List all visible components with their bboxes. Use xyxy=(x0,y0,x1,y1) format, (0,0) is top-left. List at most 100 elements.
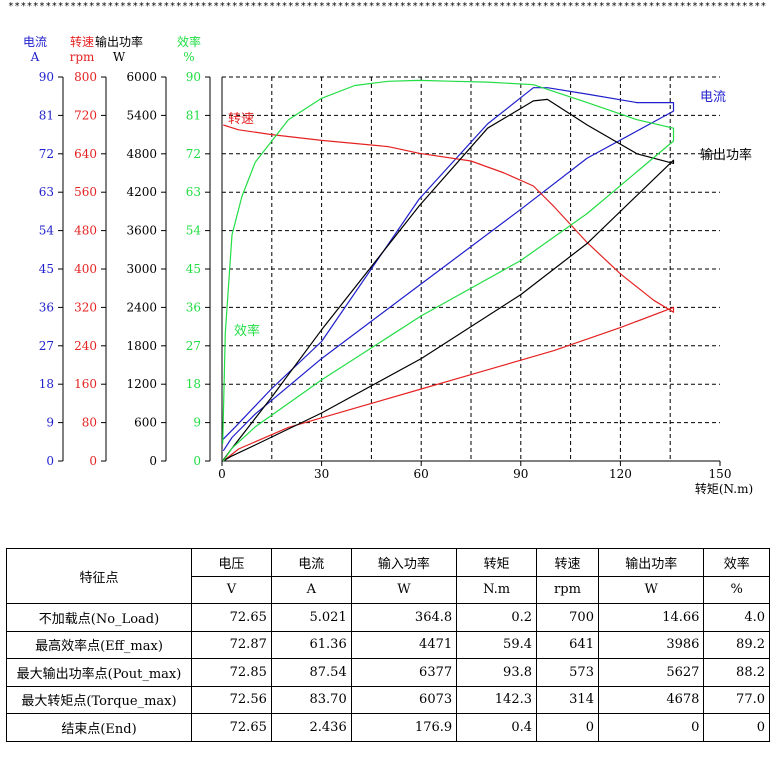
cell-speed: 700 xyxy=(536,603,599,632)
x-axis-title: 转矩(N.m) xyxy=(695,481,753,496)
y-tick-label: 0 xyxy=(46,454,54,468)
cell-voltage: 72.65 xyxy=(191,603,272,632)
cell-voltage: 72.65 xyxy=(191,713,272,742)
series-line-0 xyxy=(222,87,675,452)
chart-grid xyxy=(222,76,720,461)
cell-torque: 59.4 xyxy=(456,630,537,659)
cell-voltage: 72.87 xyxy=(191,630,272,659)
y-axis-unit: rpm xyxy=(70,50,95,64)
y-tick-label: 18 xyxy=(186,377,201,391)
cell-torque: 0.4 xyxy=(456,713,537,742)
cell-torque: 142.3 xyxy=(456,685,537,714)
y-axis-name: 效率 xyxy=(177,34,201,49)
y-tick-label: 54 xyxy=(39,224,55,238)
header-torque: 转矩 xyxy=(456,548,537,577)
cell-output-power: 14.66 xyxy=(597,603,705,632)
unit-efficiency: % xyxy=(703,575,770,604)
y-tick-label: 36 xyxy=(39,300,54,314)
series-line-3 xyxy=(222,79,675,462)
y-tick-label: 90 xyxy=(39,70,54,84)
y-tick-label: 27 xyxy=(186,339,201,353)
cell-efficiency: 4.0 xyxy=(703,603,770,632)
y-tick-label: 45 xyxy=(39,262,54,276)
y-tick-label: 80 xyxy=(82,416,97,430)
table-row: 最大输出功率点(Pout_max) 72.85 87.54 6377 93.8 … xyxy=(6,658,770,687)
table-row: 最高效率点(Eff_max) 72.87 61.36 4471 59.4 641… xyxy=(6,630,770,659)
cell-current: 5.021 xyxy=(270,603,352,632)
unit-input-power: W xyxy=(350,575,458,604)
y-tick-label: 63 xyxy=(186,185,201,199)
y-tick-label: 81 xyxy=(186,108,201,122)
series-line-2 xyxy=(222,98,675,462)
y-tick-label: 480 xyxy=(74,224,97,238)
header-voltage: 电压 xyxy=(191,548,272,577)
cell-voltage: 72.85 xyxy=(191,658,272,687)
cell-torque: 0.2 xyxy=(456,603,537,632)
y-tick-label: 240 xyxy=(74,339,97,353)
unit-torque: N.m xyxy=(456,575,537,604)
cell-efficiency: 0 xyxy=(703,713,770,742)
y-tick-label: 6000 xyxy=(126,70,157,84)
y-tick-label: 560 xyxy=(74,185,97,199)
cell-input-power: 4471 xyxy=(350,630,458,659)
y-tick-label: 63 xyxy=(39,185,54,199)
y-tick-label: 5400 xyxy=(126,108,157,122)
table-row: 最大转矩点(Torque_max) 72.56 83.70 6073 142.3… xyxy=(6,685,770,714)
unit-voltage: V xyxy=(191,575,272,604)
y-tick-label: 2400 xyxy=(126,300,157,314)
series-line-1 xyxy=(222,124,675,462)
row-label: 不加载点(No_Load) xyxy=(6,603,192,632)
cell-input-power: 6377 xyxy=(350,658,458,687)
cell-speed: 0 xyxy=(536,713,599,742)
y-tick-label: 81 xyxy=(39,108,54,122)
cell-efficiency: 77.0 xyxy=(703,685,770,714)
row-label: 结束点(End) xyxy=(6,713,192,742)
y-axis-unit: % xyxy=(183,50,194,64)
cell-input-power: 176.9 xyxy=(350,713,458,742)
y-axis-unit: A xyxy=(30,50,40,64)
cell-efficiency: 89.2 xyxy=(703,630,770,659)
y-tick-label: 1200 xyxy=(126,377,157,391)
cell-input-power: 364.8 xyxy=(350,603,458,632)
cell-current: 83.70 xyxy=(270,685,352,714)
characteristic-points-table: 特征点 电压 电流 输入功率 转矩 转速 输出功率 效率 V A W N.m r… xyxy=(6,548,770,742)
y-tick-label: 0 xyxy=(193,454,201,468)
cell-current: 61.36 xyxy=(270,630,352,659)
y-axis-unit: W xyxy=(113,50,126,64)
motor-performance-chart: 0 30 60 90 120 150转矩(N.m)电流A09182736455463728… xyxy=(23,34,753,496)
cell-output-power: 3986 xyxy=(597,630,705,659)
unit-output-power: W xyxy=(597,575,705,604)
y-tick-label: 1800 xyxy=(126,339,157,353)
cell-speed: 314 xyxy=(536,685,599,714)
header-output-power: 输出功率 xyxy=(597,548,705,577)
table-row: 结束点(End) 72.65 2.436 176.9 0.4 0 0 0 xyxy=(6,713,770,742)
y-tick-label: 0 xyxy=(149,454,157,468)
y-tick-label: 600 xyxy=(134,416,157,430)
header-current: 电流 xyxy=(270,548,352,577)
y-tick-label: 800 xyxy=(74,70,97,84)
cell-input-power: 6073 xyxy=(350,685,458,714)
y-tick-label: 9 xyxy=(46,416,54,430)
curve-label: 输出功率 xyxy=(700,147,752,163)
cell-output-power: 4678 xyxy=(597,685,705,714)
chart-series xyxy=(222,79,675,462)
header-input-power: 输入功率 xyxy=(350,548,458,577)
curve-label: 转速 xyxy=(228,112,254,127)
cell-speed: 641 xyxy=(536,630,599,659)
y-tick-label: 0 xyxy=(89,454,97,468)
row-label: 最大转矩点(Torque_max) xyxy=(6,685,192,714)
y-tick-label: 90 xyxy=(186,70,201,84)
header-efficiency: 效率 xyxy=(703,548,770,577)
y-tick-label: 3000 xyxy=(126,262,157,276)
cell-speed: 573 xyxy=(536,658,599,687)
cell-current: 2.436 xyxy=(270,713,352,742)
cell-voltage: 72.56 xyxy=(191,685,272,714)
y-tick-label: 9 xyxy=(193,416,201,430)
y-tick-label: 640 xyxy=(74,147,97,161)
chart-axes: 0 30 60 90 120 150转矩(N.m)电流A09182736455463728… xyxy=(23,34,753,496)
curve-label: 电流 xyxy=(700,90,726,105)
unit-speed: rpm xyxy=(536,575,599,604)
row-label: 最高效率点(Eff_max) xyxy=(6,630,192,659)
cell-output-power: 0 xyxy=(597,713,705,742)
